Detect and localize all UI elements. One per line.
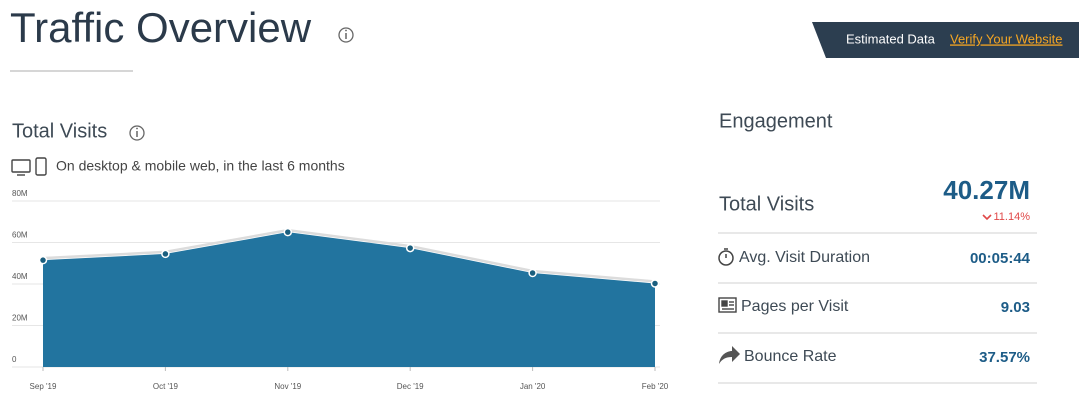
y-tick-label: 60M	[12, 231, 28, 240]
y-tick-label: 80M	[12, 189, 28, 198]
data-point	[38, 255, 48, 265]
engagement-title: Engagement	[719, 110, 833, 132]
plot: 0 20M 40M 60M 80M Sep '19 Oct '19 Nov '19 Dec '1…	[12, 189, 669, 391]
duration-icon	[718, 248, 734, 266]
page-title: Traffic Overview	[10, 4, 312, 51]
data-point	[283, 227, 293, 237]
badge-label: Estimated Data	[846, 31, 936, 46]
y-tick-label: 40M	[12, 272, 28, 281]
x-tick-label: Nov '19	[274, 382, 301, 391]
row-value: 00:05:44	[970, 250, 1031, 267]
info-icon[interactable]	[129, 125, 145, 141]
row-label: Pages per Visit	[741, 298, 849, 315]
x-tick-label: Oct '19	[153, 382, 179, 391]
row-label: Bounce Rate	[744, 348, 837, 365]
info-icon[interactable]	[338, 27, 354, 43]
y-tick-label: 0	[12, 355, 17, 364]
bounce-icon	[719, 346, 740, 364]
row-value: 37.57%	[979, 349, 1030, 366]
data-point	[405, 243, 415, 253]
estimate-badge	[812, 22, 1079, 58]
pages-icon	[718, 297, 737, 313]
x-tick-label: Dec '19	[397, 382, 424, 391]
x-tick-label: Feb '20	[642, 382, 669, 391]
total-change: 11.14%	[994, 211, 1031, 223]
chart-subtitle: On desktop & mobile web, in the last 6 m…	[56, 158, 345, 174]
down-arrow	[982, 214, 992, 221]
y-tick-label: 20M	[12, 314, 28, 323]
data-point	[650, 279, 660, 288]
chart-title: Total Visits	[12, 120, 107, 142]
x-tick-label: Jan '20	[520, 382, 546, 391]
total-value: 40.27M	[943, 175, 1030, 205]
row-value: 9.03	[1001, 299, 1030, 316]
data-point	[161, 249, 170, 259]
x-tick-label: Sep '19	[30, 382, 57, 391]
area	[43, 232, 655, 367]
total-label: Total Visits	[719, 193, 814, 215]
verify-link[interactable]: Verify Your Website	[950, 31, 1063, 46]
device-icons	[11, 157, 47, 176]
data-point	[528, 268, 537, 278]
row-label: Avg. Visit Duration	[739, 249, 870, 266]
line-shadow	[42, 228, 656, 283]
